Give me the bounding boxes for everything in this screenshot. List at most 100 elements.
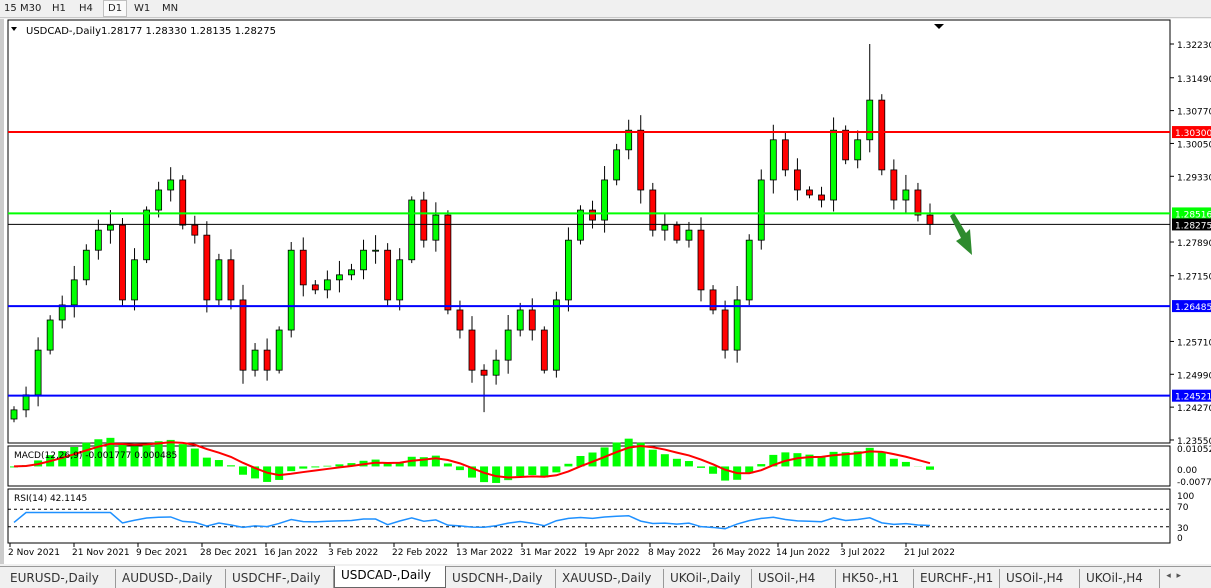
macd-histogram-bar [275,466,284,480]
level-price-badge [1172,207,1211,220]
macd-histogram-bar [901,461,910,467]
bull-candle [348,269,355,276]
macd-histogram-bar [697,466,705,468]
chart-tab[interactable]: USDCAD-,Daily [334,566,446,588]
macd-tick-label: 0.00 [1177,466,1197,476]
macd-histogram-bar [178,444,187,467]
bull-candle [22,394,30,411]
chart-tab[interactable]: EURUSD-,Daily [4,569,116,588]
chart-tab[interactable]: USDCNH-,Daily [446,569,556,588]
bull-candle [94,229,102,251]
chart-shift-marker-icon[interactable] [934,24,944,29]
bear-candle [589,209,596,221]
bear-candle [649,189,657,231]
macd-histogram-bar [528,466,537,475]
timeframe-15[interactable]: 15 [4,3,17,14]
price-tick-label: 1.24990 [1177,371,1211,381]
bear-candle [227,259,235,301]
bear-candle [203,234,211,301]
date-tick-label: 2 Nov 2021 [8,548,60,558]
price-tick-label: 1.23550 [1177,437,1211,447]
chart-tab[interactable]: USDCHF-,Daily [226,569,334,588]
macd-histogram-bar [263,466,272,482]
chart-tab[interactable]: USOil-,H4 [1000,569,1080,588]
tab-scroll-arrows[interactable]: ◂ ▸ [1166,571,1181,581]
bull-candle [58,304,66,321]
timeframe-h4[interactable]: H4 [79,3,93,14]
date-tick-label: 26 May 2022 [712,548,771,558]
bear-candle [806,189,813,196]
bear-candle [637,129,645,191]
macd-histogram-bar [829,451,838,467]
timeframe-toolbar: 15 M30 H1 H4 D1 W1 MN [0,0,1211,18]
macd-histogram-bar [118,444,127,467]
ohlc-label: 1.28177 1.28330 1.28135 1.28275 [101,26,276,37]
price-tick-label: 1.32230 [1177,41,1211,51]
chart-tab[interactable]: HK50-,H1 [836,569,914,588]
timeframe-d1[interactable]: D1 [103,0,128,17]
bull-candle [287,249,295,331]
bull-candle [830,129,837,201]
bear-candle [179,179,187,226]
rsi-tick-label: 70 [1177,503,1189,513]
timeframe-h1[interactable]: H1 [52,3,66,14]
macd-histogram-bar [166,439,175,467]
date-tick-label: 28 Dec 2021 [200,548,258,558]
bear-candle [444,214,452,311]
bear-candle [191,224,199,236]
macd-histogram-bar [889,458,898,467]
macd-histogram-bar [612,442,621,467]
macd-histogram-bar [106,437,115,467]
bull-candle [10,409,18,420]
chart-tab[interactable]: AUDUSD-,Daily [116,569,226,588]
macd-histogram-bar [757,464,766,467]
bull-candle [396,259,404,301]
symbol-label: USDCAD-,Daily [26,26,101,37]
macd-histogram-bar [552,466,561,473]
macd-histogram-bar [214,460,223,467]
price-tick-label: 1.29330 [1177,173,1211,183]
rsi-tick-label: 0 [1177,534,1183,544]
main-price-panel [7,19,1171,444]
macd-histogram-bar [540,466,549,478]
macd-histogram-bar [817,456,826,467]
macd-tick-label: 0.01052 [1177,445,1211,455]
macd-histogram-bar [130,446,139,467]
chart-window[interactable]: 1.32230 1.31490 1.30770 1.30050 1.29330 1.278… [0,19,1211,564]
macd-histogram-bar [865,447,874,467]
chart-tabs: ◂ ▸ EURUSD-,Daily AUDUSD-,Daily USDCHF-,Da… [0,566,1211,588]
chart-canvas[interactable]: 1.32230 1.31490 1.30770 1.30050 1.29330 1.278… [4,19,1211,564]
timeframe-w1[interactable]: W1 [134,3,151,14]
level-price-label: 1.26485 [1175,303,1211,313]
macd-histogram-bar [660,454,669,467]
date-tick-label: 21 Jul 2022 [904,548,955,558]
bull-candle [82,249,90,281]
chart-tab[interactable]: USOil-,H4 [752,569,836,588]
bear-candle [709,289,717,311]
macd-histogram-bar [94,439,103,467]
bear-candle [781,139,789,171]
macd-histogram-bar [480,466,489,483]
collapse-triangle-icon[interactable] [11,27,17,31]
bull-candle [107,224,114,231]
chart-tab[interactable]: XAUUSD-,Daily [556,569,664,588]
date-tick-label: 14 Jun 2022 [776,548,830,558]
timeframe-mn[interactable]: MN [162,3,179,14]
macd-histogram-bar [576,455,585,467]
date-tick-label: 19 Apr 2022 [584,548,640,558]
chart-tab[interactable]: UKOil-,H4 [1080,569,1160,588]
price-tick-label: 1.31490 [1177,75,1211,85]
macd-histogram-bar [841,452,850,467]
chart-tab[interactable]: UKOil-,Daily [664,569,752,588]
tab-next-icon[interactable]: ▸ [1176,571,1181,581]
bull-candle [167,179,175,191]
bull-candle [275,329,283,371]
chart-tab[interactable]: EURCHF-,H1 [914,569,1000,588]
bear-candle [420,199,428,241]
tab-prev-icon[interactable]: ◂ [1166,571,1171,581]
macd-signal-line [13,441,931,479]
timeframe-m30[interactable]: M30 [20,3,42,14]
macd-histogram-bar [431,455,440,467]
bull-candle [336,274,343,281]
date-tick-label: 16 Jan 2022 [264,548,318,558]
